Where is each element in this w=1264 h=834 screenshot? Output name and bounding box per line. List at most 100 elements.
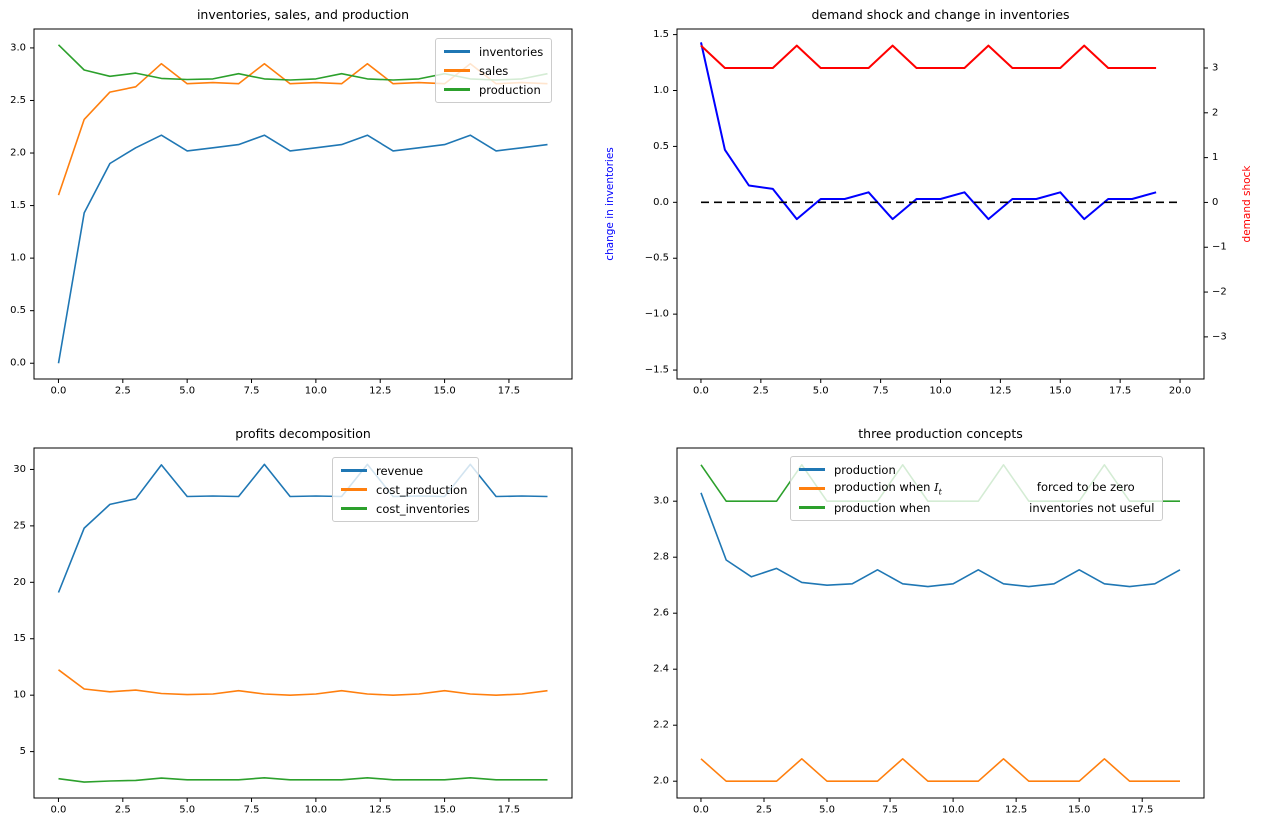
svg-text:15.0: 15.0 [433,385,455,396]
svg-text:2.6: 2.6 [653,608,669,619]
svg-text:0.5: 0.5 [10,305,26,316]
svg-text:15: 15 [13,633,26,644]
svg-text:−3: −3 [1212,331,1227,342]
y-axis-ticks-left: −1.5 −1.0 −0.5 0.0 0.5 1.0 1.5 [645,29,677,376]
legend-label: revenue [376,463,424,478]
svg-text:1.5: 1.5 [653,29,669,40]
axes-spines [676,28,1205,380]
svg-text:12.5: 12.5 [369,385,391,396]
svg-text:15.0: 15.0 [433,804,455,815]
svg-text:5: 5 [20,746,26,757]
chart-title: three production concepts [858,426,1023,441]
plot-area-profits-decomposition: 0.0 2.5 5.0 7.5 10.0 12.5 15.0 17.5 5 10 15 20 25 30 [13,447,573,815]
legend-entry: sales [444,63,543,78]
svg-text:2: 2 [1212,107,1218,118]
legend-line-swatch [799,468,825,471]
svg-text:17.5: 17.5 [498,804,520,815]
svg-text:0.0: 0.0 [51,804,67,815]
legend-entry: production when It forced to be zero [799,480,1154,497]
svg-text:1.5: 1.5 [10,200,26,211]
svg-text:3: 3 [1212,62,1218,73]
legend-label: production [479,82,541,97]
svg-text:0: 0 [1212,197,1218,208]
legend-line-swatch [444,88,470,91]
legend-entry: cost_inventories [341,501,470,516]
chart-title: demand shock and change in inventories [811,7,1070,22]
axes-spines [33,28,573,380]
svg-text:5.0: 5.0 [819,804,835,815]
chart-title: inventories, sales, and production [196,7,410,22]
svg-text:2.5: 2.5 [756,804,772,815]
svg-text:2.4: 2.4 [653,664,669,675]
svg-text:7.5: 7.5 [873,385,889,396]
chart-inventories-sales-production: inventories, sales, and production 0.0 2.… [0,0,632,417]
y-axis-ticks-right: −3 −2 −1 0 1 2 3 [1204,62,1227,342]
chart-profits-decomposition: profits decomposition 0.0 2.5 5.0 7.5 10.0 12… [0,417,632,834]
legend-line-swatch [799,487,825,490]
plot-area-three-production-concepts: 0.0 2.5 5.0 7.5 10.0 12.5 15.0 17.5 2.0 2.2 2.4 2.6… [653,447,1205,815]
svg-text:12.5: 12.5 [369,804,391,815]
legend-label: sales [479,63,509,78]
legend-line-swatch [341,488,367,491]
legend-label: production when It forced to be zero [834,480,1135,497]
ylabel-left-demand-shock-change-in-inventories: change in inventories [604,147,616,261]
svg-text:2.5: 2.5 [115,804,131,815]
svg-text:20: 20 [13,577,26,588]
production-when-It-forced-to-zero-line [700,757,1180,783]
svg-text:2.0: 2.0 [10,148,26,159]
x-axis-ticks: 0.0 2.5 5.0 7.5 10.0 12.5 15.0 17.5 [51,798,520,815]
svg-text:10: 10 [13,690,26,701]
svg-text:7.5: 7.5 [244,804,260,815]
legend-three-production-concepts: production production when It forced to b… [790,456,1164,521]
svg-text:0.0: 0.0 [10,358,26,369]
legend-line-swatch [341,469,367,472]
x-axis-ticks: 0.0 2.5 5.0 7.5 10.0 12.5 15.0 17.5 20.0 [693,379,1191,396]
legend-line-swatch [444,69,470,72]
svg-text:1.0: 1.0 [653,85,669,96]
cost_inventories-line [58,776,548,783]
legend-line-swatch [799,506,825,509]
y-axis-ticks-left: 2.0 2.2 2.4 2.6 2.8 3.0 [653,496,677,787]
svg-text:2.5: 2.5 [10,95,26,106]
production-line [700,492,1181,588]
svg-text:15.0: 15.0 [1049,385,1071,396]
inventories-line [57,134,548,364]
legend-label: production [834,462,896,477]
svg-text:5.0: 5.0 [179,804,195,815]
svg-text:17.5: 17.5 [1109,385,1131,396]
svg-text:2.0: 2.0 [653,776,669,787]
legend-entry: cost_production [341,482,470,497]
svg-text:15.0: 15.0 [1068,804,1090,815]
legend-entry: production when inventories not useful [799,500,1154,515]
plot-area-demand-shock: 0.0 2.5 5.0 7.5 10.0 12.5 15.0 17.5 20.0−1.5−1.0… [645,28,1227,396]
svg-text:5.0: 5.0 [813,385,829,396]
svg-text:−0.5: −0.5 [645,253,669,264]
svg-text:12.5: 12.5 [1005,804,1027,815]
svg-text:2.2: 2.2 [653,720,669,731]
svg-text:−2: −2 [1212,287,1227,298]
svg-text:17.5: 17.5 [498,385,520,396]
svg-text:10.0: 10.0 [305,385,327,396]
svg-text:0.0: 0.0 [693,804,709,815]
x-axis-ticks: 0.0 2.5 5.0 7.5 10.0 12.5 15.0 17.5 [51,379,520,396]
svg-text:7.5: 7.5 [882,804,898,815]
legend-entry: inventories [444,44,543,59]
chart-title: profits decomposition [235,426,371,441]
legend-label: cost_production [376,482,468,497]
svg-text:0.0: 0.0 [653,197,669,208]
ylabel-right-demand-shock-change-in-inventories: demand shock [1241,165,1253,243]
demand-shock-line [700,44,1157,69]
legend-entry: revenue [341,463,470,478]
svg-text:−1.5: −1.5 [645,365,669,376]
svg-text:0.0: 0.0 [51,385,67,396]
svg-text:−1.0: −1.0 [645,309,669,320]
legend-label: inventories [479,44,544,59]
y-axis-ticks-left: 5 10 15 20 25 30 [13,464,34,757]
legend-label: cost_inventories [376,501,470,516]
axes-spines [676,447,1205,799]
axes-spines [33,447,573,799]
legend-line-swatch [341,507,367,510]
svg-text:30: 30 [13,464,26,475]
svg-text:2.8: 2.8 [653,552,669,563]
